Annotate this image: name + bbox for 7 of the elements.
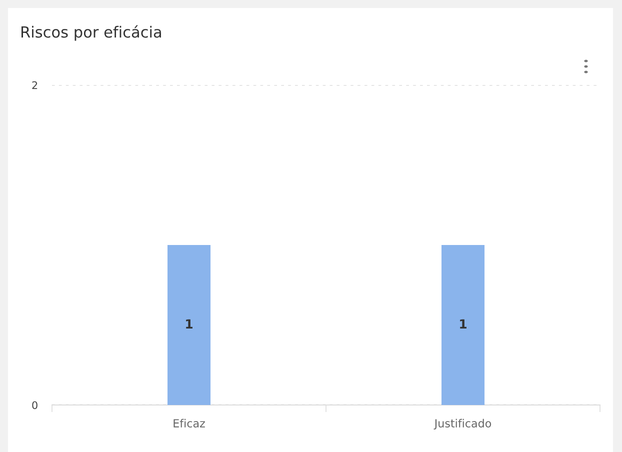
data-label: 1 [460,319,466,328]
data-label: 1 [186,319,192,328]
x-tick-label: Eficaz [174,418,205,428]
x-tick-label: Justificado [434,418,492,430]
y-tick-label: 2 [32,81,38,89]
chart-title: Riscos por eficácia [22,25,161,41]
y-tick-label: 0 [32,401,38,410]
